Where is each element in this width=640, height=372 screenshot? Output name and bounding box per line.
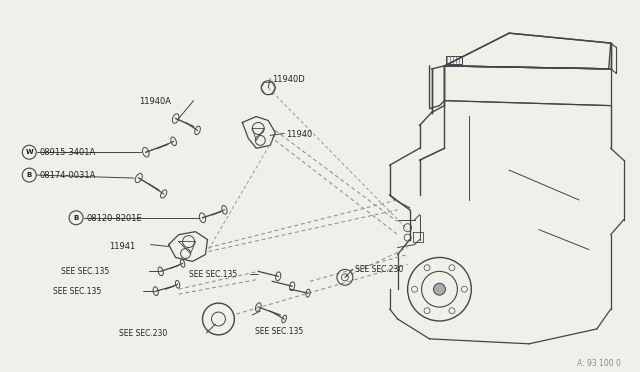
Text: SEE SEC.135: SEE SEC.135 [255, 327, 303, 336]
Text: 11940D: 11940D [272, 75, 305, 84]
Text: SEE SEC.135: SEE SEC.135 [61, 267, 109, 276]
Text: SEE SEC.135: SEE SEC.135 [53, 287, 101, 296]
Text: B: B [27, 172, 32, 178]
Text: 11940A: 11940A [139, 97, 171, 106]
Text: 11941: 11941 [109, 241, 135, 251]
Text: B: B [74, 215, 79, 221]
Circle shape [433, 283, 445, 295]
Text: W: W [26, 149, 33, 155]
Text: 08174-0031A: 08174-0031A [39, 171, 95, 180]
Text: SEE SEC.230: SEE SEC.230 [119, 329, 167, 338]
Text: SEE SEC.135: SEE SEC.135 [189, 270, 237, 279]
Text: A: 93 100 0: A: 93 100 0 [577, 359, 621, 368]
Text: 08120-8201E: 08120-8201E [86, 214, 142, 223]
Text: 08915-3401A: 08915-3401A [39, 148, 95, 157]
Text: SEE SEC.230: SEE SEC.230 [355, 265, 403, 275]
Text: 11940: 11940 [286, 131, 312, 140]
